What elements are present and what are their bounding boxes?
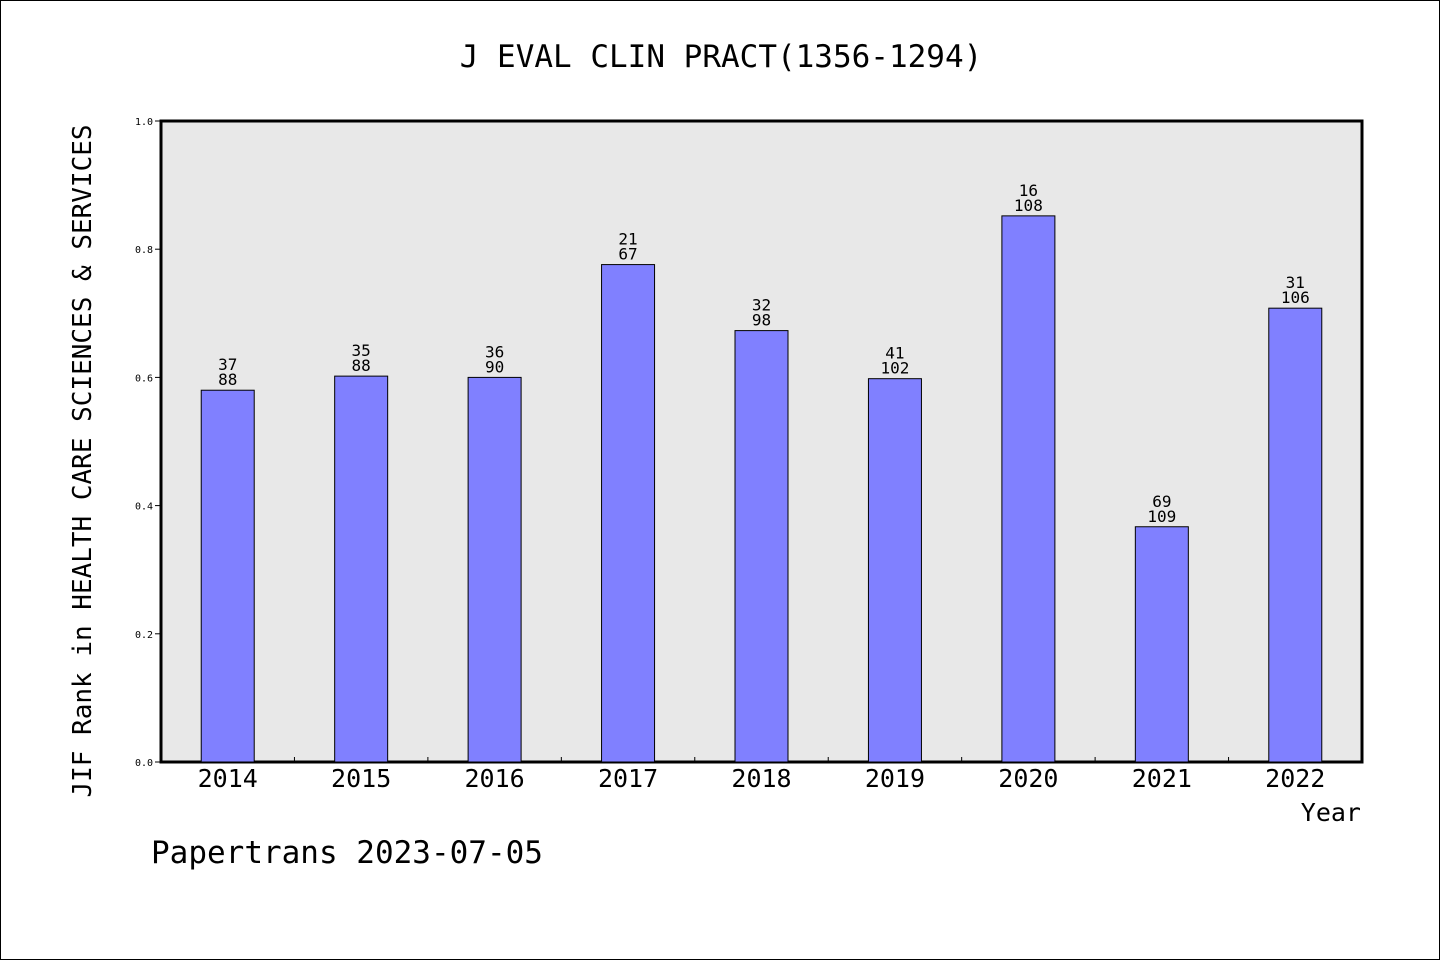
x-tick-label: 2022 <box>1265 764 1325 793</box>
bar-2017 <box>601 264 656 763</box>
x-tick-label: 2019 <box>865 764 925 793</box>
bar-label-total: 90 <box>485 357 504 376</box>
bars-group <box>200 215 1323 763</box>
x-tick-label: 2021 <box>1132 764 1192 793</box>
bar-label-rank: 31 <box>1286 273 1305 292</box>
bar-2016 <box>467 376 522 763</box>
x-tick-label: 2016 <box>465 764 525 793</box>
bar-2019 <box>867 378 922 763</box>
bar-label-total: 102 <box>880 359 909 378</box>
bar-label-total: 67 <box>618 245 637 264</box>
bar-label-total: 88 <box>218 370 237 389</box>
bar-label-total: 106 <box>1281 288 1310 307</box>
bar-2020 <box>1001 215 1056 763</box>
y-axis-ticks: 0.0 0.2 0.4 0.6 0.8 1.0 <box>135 117 161 769</box>
x-tick-label: 2018 <box>731 764 791 793</box>
bar-label-rank: 41 <box>885 344 904 363</box>
y-tick-label: 0.4 <box>135 502 153 513</box>
bar-label-rank: 21 <box>618 230 637 249</box>
x-tick-label: 2014 <box>198 764 258 793</box>
y-tick-label: 0.0 <box>135 758 153 769</box>
bar-2022 <box>1268 307 1323 763</box>
bar-label-total: 108 <box>1014 196 1043 215</box>
bar-label-rank: 32 <box>752 296 771 315</box>
bar-label-total: 98 <box>752 311 771 330</box>
chart-title: J EVAL CLIN PRACT(1356-1294) <box>460 39 983 75</box>
y-axis-label: JIF Rank in HEALTH CARE SCIENCES & SERVI… <box>68 124 98 797</box>
bar-2021 <box>1134 526 1189 763</box>
footer-credit: Papertrans 2023-07-05 <box>151 835 543 871</box>
x-axis-label: Year <box>1301 798 1361 827</box>
bar-label-total: 88 <box>352 356 371 375</box>
x-tick-label: 2020 <box>998 764 1058 793</box>
bar-label-rank: 37 <box>218 355 237 374</box>
bar-label-rank: 36 <box>485 342 504 361</box>
bar-2018 <box>734 330 789 763</box>
bar-label-rank: 16 <box>1019 181 1038 200</box>
bar-label-total: 109 <box>1147 507 1176 526</box>
x-tick-label: 2017 <box>598 764 658 793</box>
y-tick-label: 0.6 <box>135 373 153 384</box>
x-axis-ticks: 2014 2015 2016 2017 2018 2019 2020 2021 2022 <box>198 757 1325 793</box>
bar-label-rank: 69 <box>1152 492 1171 511</box>
y-tick-label: 1.0 <box>135 117 153 128</box>
y-tick-label: 0.8 <box>135 245 153 256</box>
y-tick-label: 0.2 <box>135 630 153 641</box>
bar-2015 <box>334 375 389 763</box>
x-tick-label: 2015 <box>331 764 391 793</box>
bar-label-rank: 35 <box>352 341 371 360</box>
bar-2014 <box>200 389 255 763</box>
